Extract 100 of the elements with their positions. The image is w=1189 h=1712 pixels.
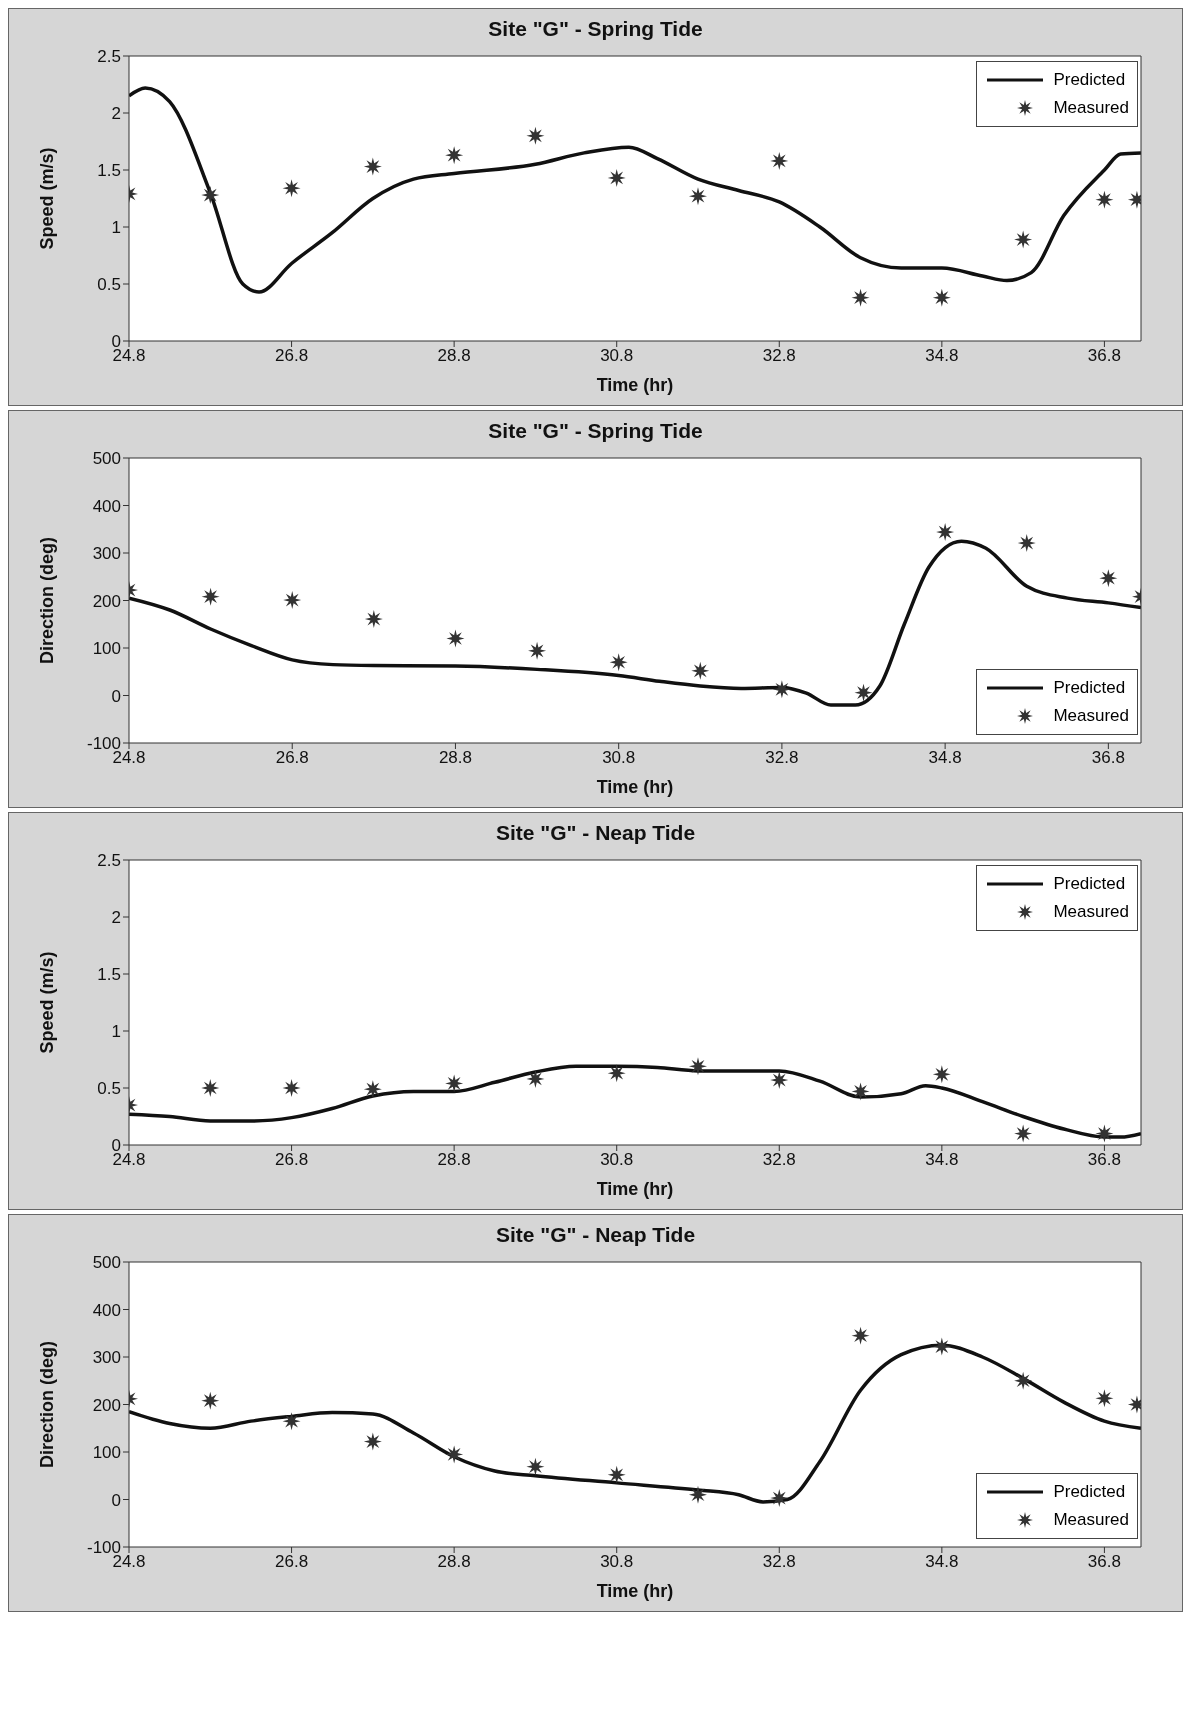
point bbox=[1014, 1371, 1033, 1390]
legend-label: Measured bbox=[1053, 1510, 1129, 1530]
x-axis-title: Time (hr) bbox=[596, 1179, 674, 1199]
y-tick-label: 300 bbox=[92, 544, 121, 564]
x-tick-label: 34.8 bbox=[925, 1150, 959, 1170]
point bbox=[607, 168, 626, 187]
x-tick-label: 30.8 bbox=[600, 1552, 634, 1572]
legend-label: Predicted bbox=[1053, 874, 1126, 894]
x-tick-label: 32.8 bbox=[762, 1552, 796, 1572]
point bbox=[609, 653, 628, 672]
y-tick-label: 1.5 bbox=[97, 965, 121, 985]
x-tick-label: 36.8 bbox=[1087, 1150, 1121, 1170]
x-tick-label: 28.8 bbox=[438, 748, 472, 768]
point bbox=[282, 179, 301, 198]
x-tick-label: 34.8 bbox=[928, 748, 962, 768]
y-tick-label: 2.5 bbox=[97, 47, 121, 67]
point bbox=[201, 186, 220, 205]
x-axis-title: Time (hr) bbox=[596, 375, 674, 395]
x-tick-label: 30.8 bbox=[600, 346, 634, 366]
point bbox=[851, 1082, 870, 1101]
point bbox=[689, 187, 707, 206]
point bbox=[445, 1074, 464, 1093]
point bbox=[770, 151, 789, 170]
point bbox=[770, 1489, 789, 1508]
line-series bbox=[129, 539, 1141, 707]
y-tick-label: 0 bbox=[111, 1490, 121, 1510]
line-series bbox=[129, 86, 1141, 294]
x-tick-label: 32.8 bbox=[762, 346, 796, 366]
y-tick-label: 200 bbox=[92, 591, 121, 611]
point bbox=[282, 1412, 301, 1431]
legend-label: Predicted bbox=[1053, 1482, 1126, 1502]
point bbox=[1017, 534, 1036, 553]
point bbox=[607, 1465, 626, 1484]
y-tick-label: 0.5 bbox=[97, 275, 121, 295]
point bbox=[445, 1445, 464, 1464]
point bbox=[772, 680, 791, 699]
point bbox=[689, 1057, 707, 1076]
y-tick-label: 400 bbox=[92, 496, 121, 516]
x-tick-label: 34.8 bbox=[925, 1552, 959, 1572]
y-tick-label: 2.5 bbox=[97, 851, 121, 871]
point bbox=[363, 1080, 382, 1099]
point bbox=[691, 661, 710, 680]
y-tick-label: 0.5 bbox=[97, 1079, 121, 1099]
y-axis-title: Direction (deg) bbox=[37, 1340, 58, 1469]
x-tick-label: 26.8 bbox=[275, 1552, 309, 1572]
legend-label: Predicted bbox=[1053, 678, 1126, 698]
y-axis-title: Direction (deg) bbox=[37, 536, 58, 665]
y-tick-label: 100 bbox=[92, 1443, 121, 1463]
legend-label: Measured bbox=[1053, 98, 1129, 118]
x-tick-label: 32.8 bbox=[762, 1150, 796, 1170]
x-tick-label: 26.8 bbox=[275, 748, 309, 768]
x-axis-title: Time (hr) bbox=[596, 1581, 674, 1601]
x-tick-label: 28.8 bbox=[437, 1150, 471, 1170]
point bbox=[528, 641, 547, 660]
y-tick-label: 500 bbox=[92, 449, 121, 469]
x-tick-label: 36.8 bbox=[1087, 346, 1121, 366]
x-tick-label: 36.8 bbox=[1087, 1552, 1121, 1572]
point bbox=[364, 610, 383, 629]
x-tick-label: 28.8 bbox=[437, 346, 471, 366]
y-tick-label: 100 bbox=[92, 639, 121, 659]
chart-title: Site "G" - Neap Tide bbox=[494, 1222, 697, 1248]
legend-label: Measured bbox=[1053, 706, 1129, 726]
x-tick-label: 26.8 bbox=[275, 346, 309, 366]
point bbox=[363, 1432, 382, 1451]
point bbox=[851, 1326, 870, 1345]
point bbox=[526, 126, 545, 145]
point bbox=[932, 288, 951, 307]
x-tick-label: 32.8 bbox=[765, 748, 799, 768]
point bbox=[932, 1337, 951, 1356]
x-tick-label: 28.8 bbox=[437, 1552, 471, 1572]
point bbox=[201, 587, 220, 606]
x-tick-label: 26.8 bbox=[275, 1150, 309, 1170]
chart-title: Site "G" - Spring Tide bbox=[487, 16, 704, 42]
point bbox=[282, 1079, 301, 1097]
point bbox=[526, 1457, 545, 1476]
point bbox=[1014, 1124, 1033, 1143]
point bbox=[1014, 230, 1033, 249]
point bbox=[1095, 190, 1114, 209]
point bbox=[689, 1485, 707, 1504]
point bbox=[607, 1064, 626, 1083]
y-axis-title: Speed (m/s) bbox=[37, 147, 58, 250]
point bbox=[932, 1065, 951, 1084]
y-tick-label: 1 bbox=[111, 218, 121, 238]
y-tick-label: 400 bbox=[92, 1300, 121, 1320]
x-tick-label: 30.8 bbox=[600, 1150, 634, 1170]
point bbox=[770, 1071, 789, 1090]
x-tick-label: 36.8 bbox=[1091, 748, 1125, 768]
legend-label: Predicted bbox=[1053, 70, 1126, 90]
chart-title: Site "G" - Spring Tide bbox=[487, 418, 704, 444]
point bbox=[1095, 1124, 1114, 1143]
point bbox=[854, 683, 873, 702]
x-axis-title: Time (hr) bbox=[596, 777, 674, 797]
legend-label: Measured bbox=[1053, 902, 1129, 922]
y-tick-label: 2 bbox=[111, 104, 121, 124]
y-tick-label: 1.5 bbox=[97, 161, 121, 181]
y-axis-title: Speed (m/s) bbox=[37, 951, 58, 1054]
y-tick-label: 1 bbox=[111, 1022, 121, 1042]
x-tick-label: 34.8 bbox=[925, 346, 959, 366]
y-tick-label: 300 bbox=[92, 1348, 121, 1368]
y-tick-label: 0 bbox=[111, 686, 121, 706]
